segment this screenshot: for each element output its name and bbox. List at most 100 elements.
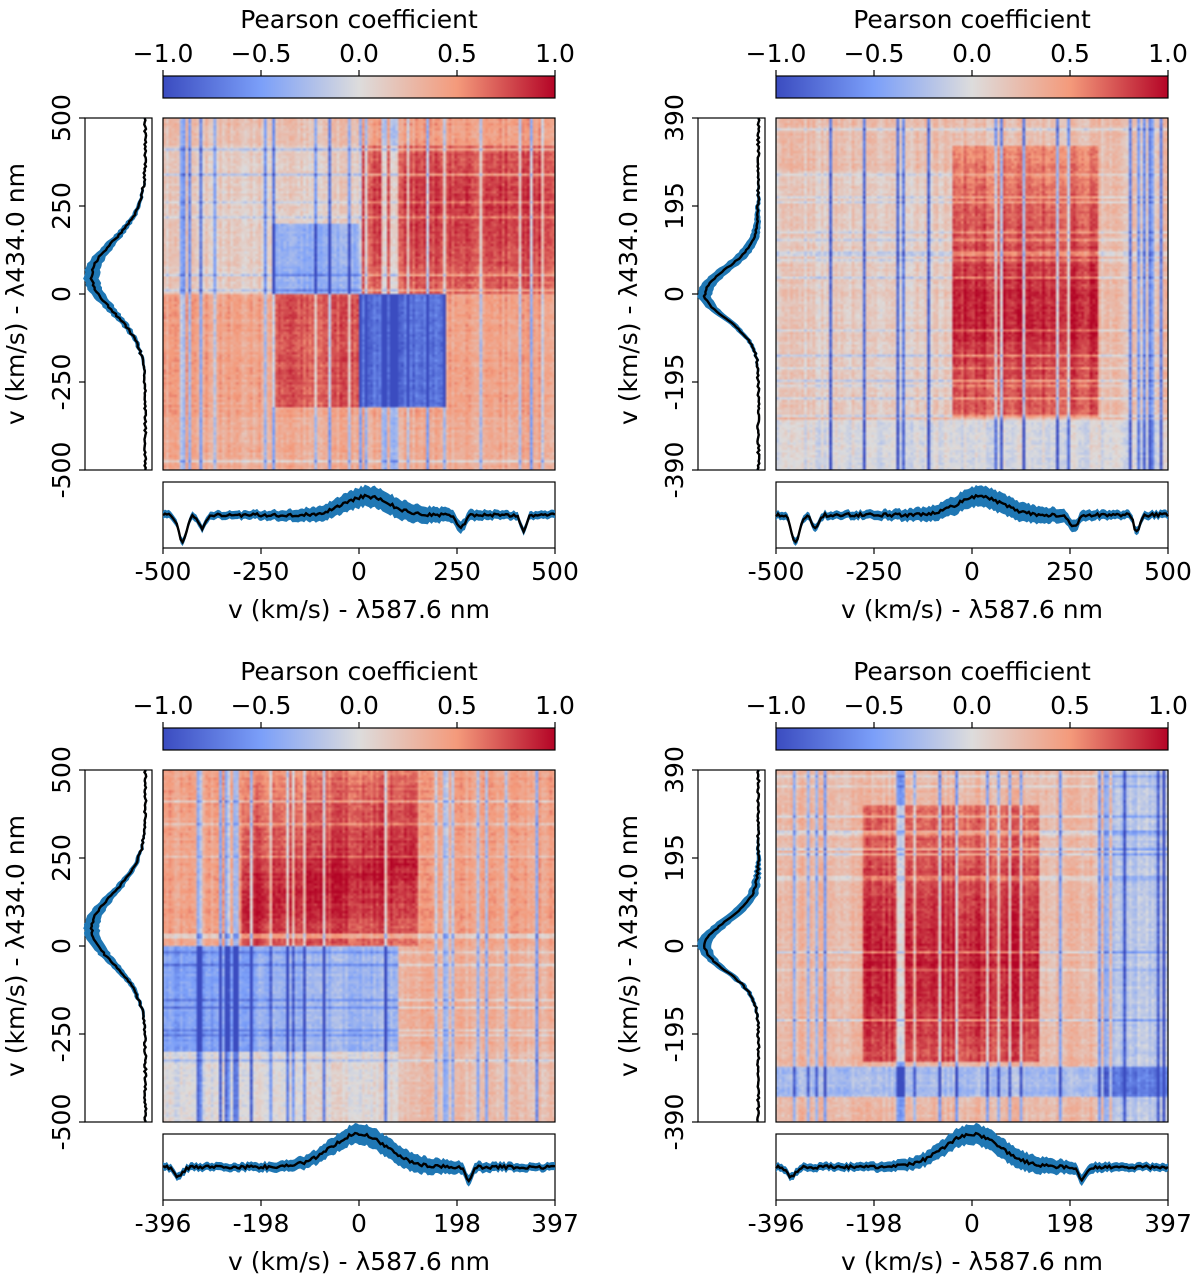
- bottom-profile-line: [162, 493, 556, 545]
- x-tick-label: 250: [433, 557, 481, 586]
- y-tick-label: -250: [47, 1006, 76, 1063]
- x-tick-label: 500: [1144, 557, 1192, 586]
- heatmap-image: [163, 770, 555, 1122]
- y-tick-label: -195: [660, 1006, 689, 1063]
- colorbar-tick-label: 0.5: [437, 39, 477, 68]
- x-tick-label: 250: [1046, 557, 1094, 586]
- colorbar-title: Pearson coefficient: [240, 657, 478, 686]
- colorbar-gradient: [162, 727, 556, 751]
- bottom-profile-line: [162, 1131, 556, 1183]
- colorbar: Pearson coefficient −1.0 −0.5 0.0 0.5 1.0: [133, 5, 575, 99]
- y-axis-label: v (km/s) - λ434.0 nm: [1, 815, 30, 1077]
- colorbar-gradient: [775, 75, 1169, 99]
- side-profile-band: [697, 118, 762, 470]
- side-profile-line: [89, 117, 148, 471]
- colorbar: Pearson coefficient −1.0 −0.5 0.0 0.5 1.0: [746, 5, 1188, 99]
- x-axis-label: v (km/s) - λ587.6 nm: [841, 595, 1103, 624]
- x-tick-label: -198: [233, 1209, 290, 1238]
- y-tick-label: 500: [47, 746, 76, 794]
- y-tick-label: -390: [660, 442, 689, 499]
- y-tick-label: -500: [47, 1094, 76, 1151]
- side-profile-line: [702, 769, 761, 1123]
- colorbar-tick-label: 1.0: [535, 39, 575, 68]
- colorbar-tick-label: 0.0: [339, 691, 379, 720]
- side-profile-band: [83, 118, 148, 470]
- x-tick-label: 397: [531, 1209, 579, 1238]
- y-tick-label: 0: [47, 938, 76, 954]
- heatmap-frame: [775, 769, 1169, 1123]
- colorbar-tick-label: −0.5: [844, 39, 905, 68]
- x-axis-label: v (km/s) - λ587.6 nm: [841, 1247, 1103, 1276]
- y-tick-label: 0: [660, 286, 689, 302]
- x-tick-label: 198: [1046, 1209, 1094, 1238]
- x-tick-label: 500: [531, 557, 579, 586]
- colorbar-title: Pearson coefficient: [240, 5, 478, 34]
- panel-bottom-left: Pearson coefficient −1.0 −0.5 0.0 0.5 1.0 500 2…: [1, 657, 579, 1276]
- y-tick-label: 390: [660, 94, 689, 142]
- colorbar-tick-label: 1.0: [535, 691, 575, 720]
- colorbar: Pearson coefficient −1.0 −0.5 0.0 0.5 1.0: [133, 657, 575, 751]
- panel-top-right: Pearson coefficient −1.0 −0.5 0.0 0.5 1.0 390 1…: [614, 5, 1192, 624]
- heatmap-frame: [775, 117, 1169, 471]
- colorbar-tick-label: 0.0: [952, 39, 992, 68]
- y-tick-label: 250: [47, 182, 76, 230]
- y-axis-label: v (km/s) - λ434.0 nm: [614, 815, 643, 1077]
- heatmap-image: [776, 118, 1168, 470]
- colorbar-tick-label: −0.5: [844, 691, 905, 720]
- colorbar-gradient: [162, 75, 556, 99]
- colorbar-tick-label: 0.0: [952, 691, 992, 720]
- x-tick-label: -500: [135, 557, 192, 586]
- side-profile-line: [702, 117, 761, 471]
- side-profile-band: [697, 770, 762, 1122]
- x-tick-label: -250: [233, 557, 290, 586]
- bottom-profile-band: [776, 1122, 1168, 1187]
- y-tick-label: 195: [660, 834, 689, 882]
- heatmap-image: [776, 770, 1168, 1122]
- heatmap-frame: [162, 117, 556, 471]
- x-axis-label: v (km/s) - λ587.6 nm: [228, 595, 490, 624]
- y-tick-label: 195: [660, 182, 689, 230]
- colorbar-tick-label: −1.0: [746, 39, 807, 68]
- x-tick-label: -198: [846, 1209, 903, 1238]
- colorbar-tick-label: −1.0: [133, 39, 194, 68]
- colorbar: Pearson coefficient −1.0 −0.5 0.0 0.5 1.0: [746, 657, 1188, 751]
- y-axis-label: v (km/s) - λ434.0 nm: [1, 163, 30, 425]
- x-tick-label: -500: [748, 557, 805, 586]
- y-tick-label: 0: [660, 938, 689, 954]
- x-tick-label: -250: [846, 557, 903, 586]
- x-tick-label: 397: [1144, 1209, 1192, 1238]
- colorbar-tick-label: 0.5: [437, 691, 477, 720]
- x-tick-label: 0: [964, 1209, 980, 1238]
- colorbar-tick-label: −0.5: [231, 39, 292, 68]
- colorbar-tick-label: 1.0: [1148, 39, 1188, 68]
- y-tick-label: 0: [47, 286, 76, 302]
- panel-top-left: Pearson coefficient −1.0 −0.5 0.0 0.5 1.0 500 2…: [1, 5, 579, 624]
- x-tick-label: 0: [351, 557, 367, 586]
- x-axis-label: v (km/s) - λ587.6 nm: [228, 1247, 490, 1276]
- x-tick-label: 0: [351, 1209, 367, 1238]
- y-tick-label: -390: [660, 1094, 689, 1151]
- x-tick-label: -396: [135, 1209, 192, 1238]
- colorbar-title: Pearson coefficient: [853, 657, 1091, 686]
- y-tick-label: -195: [660, 354, 689, 411]
- colorbar-tick-label: 0.5: [1050, 691, 1090, 720]
- y-tick-label: -500: [47, 442, 76, 499]
- colorbar-title: Pearson coefficient: [853, 5, 1091, 34]
- x-tick-label: -396: [748, 1209, 805, 1238]
- colorbar-tick-label: −1.0: [746, 691, 807, 720]
- y-tick-label: 500: [47, 94, 76, 142]
- colorbar-tick-label: 1.0: [1148, 691, 1188, 720]
- y-tick-label: -250: [47, 354, 76, 411]
- bottom-profile-line: [775, 493, 1169, 544]
- heatmap-frame: [162, 769, 556, 1123]
- panel-bottom-right: Pearson coefficient −1.0 −0.5 0.0 0.5 1.0 390 1…: [614, 657, 1192, 1276]
- heatmap-image: [163, 118, 555, 470]
- side-profile-band: [83, 770, 148, 1122]
- colorbar-tick-label: 0.5: [1050, 39, 1090, 68]
- x-tick-label: 0: [964, 557, 980, 586]
- colorbar-tick-label: 0.0: [339, 39, 379, 68]
- y-tick-label: 250: [47, 834, 76, 882]
- colorbar-tick-label: −0.5: [231, 691, 292, 720]
- y-axis-label: v (km/s) - λ434.0 nm: [614, 163, 643, 425]
